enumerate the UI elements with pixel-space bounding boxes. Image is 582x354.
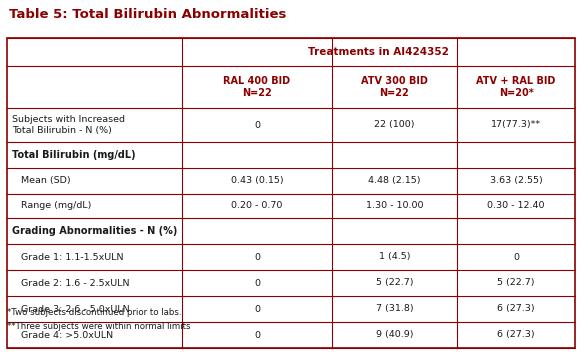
Text: Grade 3: 2.6 - 5.0xULN: Grade 3: 2.6 - 5.0xULN: [12, 304, 130, 314]
Text: 0.30 - 12.40: 0.30 - 12.40: [487, 201, 545, 211]
Text: 5 (22.7): 5 (22.7): [497, 279, 535, 287]
Text: Table 5: Total Bilirubin Abnormalities: Table 5: Total Bilirubin Abnormalities: [9, 8, 286, 21]
Text: 7 (31.8): 7 (31.8): [376, 304, 413, 314]
Text: Mean (SD): Mean (SD): [12, 177, 70, 185]
Text: Grade 4: >5.0xULN: Grade 4: >5.0xULN: [12, 331, 113, 339]
Text: 0.43 (0.15): 0.43 (0.15): [230, 177, 283, 185]
Text: 1 (4.5): 1 (4.5): [379, 252, 410, 262]
Text: 0: 0: [513, 252, 519, 262]
Text: *Two subjects discontinued prior to labs.: *Two subjects discontinued prior to labs…: [7, 308, 182, 317]
Text: Grade 1: 1.1-1.5xULN: Grade 1: 1.1-1.5xULN: [12, 252, 123, 262]
Bar: [7, 38, 575, 348]
Text: 3.63 (2.55): 3.63 (2.55): [489, 177, 542, 185]
Text: 22 (100): 22 (100): [374, 120, 415, 130]
Text: 17(77.3)**: 17(77.3)**: [491, 120, 541, 130]
Text: Total Bilirubin (mg/dL): Total Bilirubin (mg/dL): [12, 150, 136, 160]
Text: Grade 2: 1.6 - 2.5xULN: Grade 2: 1.6 - 2.5xULN: [12, 279, 130, 287]
Text: Treatments in AI424352: Treatments in AI424352: [308, 47, 449, 57]
Text: 6 (27.3): 6 (27.3): [497, 304, 535, 314]
Text: ATV + RAL BID
N=20*: ATV + RAL BID N=20*: [476, 76, 556, 98]
Text: 4.48 (2.15): 4.48 (2.15): [368, 177, 421, 185]
Text: 6 (27.3): 6 (27.3): [497, 331, 535, 339]
Text: 9 (40.9): 9 (40.9): [376, 331, 413, 339]
Text: 0: 0: [254, 331, 260, 339]
Text: 0: 0: [254, 120, 260, 130]
Text: 0: 0: [254, 304, 260, 314]
Text: RAL 400 BID
N=22: RAL 400 BID N=22: [223, 76, 290, 98]
Text: 5 (22.7): 5 (22.7): [376, 279, 413, 287]
Text: Grading Abnormalities - N (%): Grading Abnormalities - N (%): [12, 226, 178, 236]
Text: ATV 300 BID
N=22: ATV 300 BID N=22: [361, 76, 428, 98]
Text: 0.20 - 0.70: 0.20 - 0.70: [231, 201, 283, 211]
Text: Subjects with Increased
Total Bilirubin - N (%): Subjects with Increased Total Bilirubin …: [12, 115, 125, 135]
Text: 1.30 - 10.00: 1.30 - 10.00: [365, 201, 423, 211]
Text: 0: 0: [254, 279, 260, 287]
Text: **Three subjects were within normal limits: **Three subjects were within normal limi…: [7, 322, 190, 331]
Text: Range (mg/dL): Range (mg/dL): [12, 201, 91, 211]
Text: 0: 0: [254, 252, 260, 262]
